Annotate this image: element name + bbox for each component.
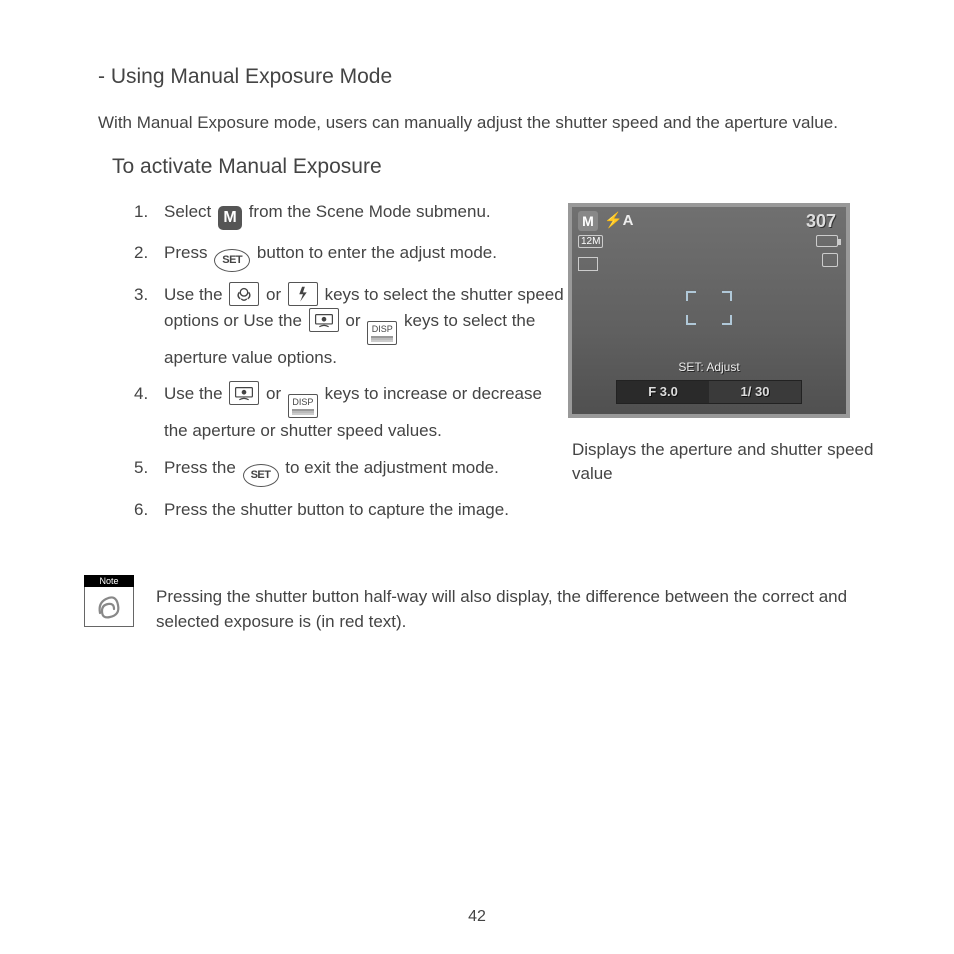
step-list: Select M from the Scene Mode submenu. Pr… — [134, 199, 568, 523]
lcd-card-icon — [822, 253, 838, 267]
step-4: Use the or DISP keys to increase or decr… — [134, 381, 568, 444]
lcd-shots-remaining: 307 — [806, 211, 836, 232]
step-text: or — [341, 311, 366, 330]
set-button-icon: SET — [243, 464, 279, 487]
flash-key-icon — [288, 282, 318, 306]
note-block: Note Pressing the shutter button half-wa… — [84, 575, 879, 634]
note-icon: Note — [84, 575, 134, 627]
step-text: or — [261, 384, 286, 403]
camera-lcd-illustration: M ⚡A 307 12M SET: Adjust F 3.0 1/ 30 — [568, 203, 850, 418]
step-text: Press — [164, 243, 212, 262]
section-heading: - Using Manual Exposure Mode — [98, 65, 879, 89]
lcd-mode-icon: M — [578, 211, 598, 231]
subsection-heading: To activate Manual Exposure — [112, 155, 879, 179]
two-column-layout: Select M from the Scene Mode submenu. Pr… — [98, 199, 879, 533]
step-5: Press the SET to exit the adjustment mod… — [134, 455, 568, 487]
mode-m-icon: M — [218, 206, 242, 230]
lcd-bottom-bar: F 3.0 1/ 30 — [616, 380, 802, 404]
lcd-af-brackets — [686, 291, 732, 325]
intro-paragraph: With Manual Exposure mode, users can man… — [98, 111, 879, 135]
step-text: or — [261, 285, 286, 304]
set-button-icon: SET — [214, 249, 250, 272]
step-2: Press SET button to enter the adjust mod… — [134, 240, 568, 272]
lcd-flash-icon: ⚡A — [604, 211, 634, 229]
step-text: Press the shutter button to capture the … — [164, 500, 509, 519]
step-6: Press the shutter button to capture the … — [134, 497, 568, 523]
disp-key-icon: DISP — [288, 394, 318, 418]
step-1: Select M from the Scene Mode submenu. — [134, 199, 568, 230]
step-text: Use the — [164, 384, 227, 403]
page-number: 42 — [0, 908, 954, 926]
lcd-aperture-value: F 3.0 — [617, 381, 709, 403]
face-key-icon — [229, 381, 259, 405]
lcd-battery-icon — [816, 235, 838, 247]
step-text: to exit the adjustment mode. — [281, 458, 499, 477]
note-label: Note — [84, 575, 134, 587]
disp-key-icon: DISP — [367, 321, 397, 345]
lcd-resolution-icon: 12M — [578, 235, 603, 248]
macro-key-icon — [229, 282, 259, 306]
illustration-caption: Displays the aperture and shutter speed … — [568, 438, 878, 486]
steps-column: Select M from the Scene Mode submenu. Pr… — [98, 199, 568, 533]
paperclip-icon — [84, 587, 134, 627]
lcd-histogram-icon — [578, 257, 598, 271]
step-text: Use the — [164, 285, 227, 304]
lcd-set-adjust-label: SET: Adjust — [572, 360, 846, 374]
face-key-icon — [309, 308, 339, 332]
step-text: Press the — [164, 458, 241, 477]
illustration-column: M ⚡A 307 12M SET: Adjust F 3.0 1/ 30 Dis… — [568, 199, 878, 486]
step-text: from the Scene Mode submenu. — [244, 202, 491, 221]
step-text: button to enter the adjust mode. — [252, 243, 497, 262]
note-text: Pressing the shutter button half-way wil… — [156, 575, 879, 634]
step-text: Select — [164, 202, 216, 221]
lcd-shutter-value: 1/ 30 — [709, 381, 801, 403]
step-3: Use the or keys to select the shutter sp… — [134, 282, 568, 372]
